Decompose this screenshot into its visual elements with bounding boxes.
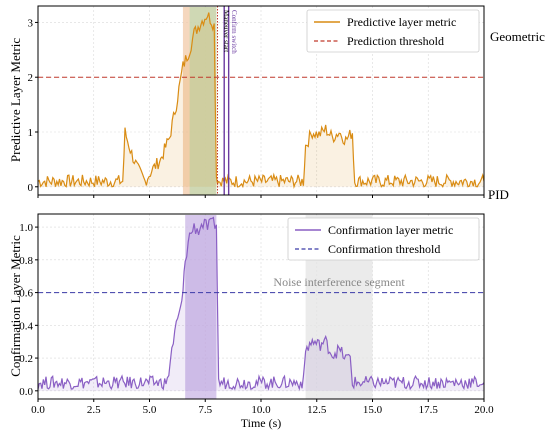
side-label-bottom: PID — [488, 187, 509, 202]
confirmation-legend: Confirmation layer metric Confirmation t… — [287, 217, 480, 261]
y-tick-label-0: 0 — [28, 182, 34, 194]
predictive-series-lines — [37, 12, 485, 189]
confirmation-y-axis-label: Confirmation Layer Metric — [8, 235, 23, 377]
confirmation-x-ticks: 0.0 2.5 5.0 7.5 10.0 12.5 15.0 17.5 20.0 — [31, 399, 494, 416]
x-tick-label-4: 10.0 — [251, 404, 271, 416]
vline-label-maneuver-start: Maneuver start — [222, 10, 230, 52]
x-tick-label-5: 12.5 — [307, 404, 327, 416]
predictive-vertical-lines — [217, 6, 230, 195]
confirmation-x-axis-label: Time (s) — [241, 416, 282, 430]
x-tick-label-0: 0.0 — [31, 404, 45, 416]
confirmation-series-lines — [37, 216, 485, 391]
legend-label-confirmation-metric: Confirmation layer metric — [328, 223, 453, 237]
y-tick-label-3: 3 — [28, 17, 34, 29]
y-tick-label-3: 0.6 — [19, 288, 33, 300]
predictive-legend: Predictive layer metric Prediction thres… — [306, 9, 480, 53]
x-tick-label-6: 15.0 — [363, 404, 383, 416]
x-tick-label-8: 20.0 — [474, 404, 494, 416]
confirmation-legend-box — [287, 217, 480, 261]
predictive-y-axis-label: Predictive Layer Metric — [8, 38, 23, 162]
shaded-region-0 — [185, 215, 217, 399]
legend-label-predictive-metric: Predictive layer metric — [347, 15, 456, 29]
annotation-noise-segment: Noise interference segment — [273, 275, 405, 289]
y-tick-label-5: 1.0 — [19, 222, 33, 234]
confirmation-panel: 0.0 0.2 0.4 0.6 0.8 1.0 0.0 2.5 5.0 7.5 10.0 12.5 1… — [8, 213, 494, 430]
legend-label-confirmation-threshold: Confirmation threshold — [328, 242, 440, 256]
y-tick-label-0: 0.0 — [19, 386, 33, 398]
y-tick-label-4: 0.8 — [19, 255, 33, 267]
y-tick-label-2: 0.4 — [19, 320, 33, 332]
predictive-panel: 0 1 2 3 Predictive Layer Metric Geometric P… — [8, 5, 545, 202]
predictive-x-ticks — [37, 195, 485, 198]
y-tick-label-1: 0.2 — [19, 353, 33, 365]
y-tick-label-2: 2 — [28, 72, 34, 84]
predictive-shaded-regions — [182, 7, 217, 195]
vline-label-confirm-switch: Confirm switch — [230, 10, 238, 54]
x-tick-label-2: 5.0 — [143, 404, 157, 416]
side-label-top: Geometric — [490, 29, 545, 44]
x-tick-label-3: 7.5 — [198, 404, 212, 416]
x-tick-label-7: 17.5 — [419, 404, 439, 416]
legend-label-prediction-threshold: Prediction threshold — [347, 34, 444, 48]
confirmation-y-ticks: 0.0 0.2 0.4 0.6 0.8 1.0 — [19, 222, 38, 398]
shaded-region-1 — [189, 7, 217, 195]
predictive-y-ticks: 0 1 2 3 — [28, 17, 38, 194]
x-tick-label-1: 2.5 — [87, 404, 101, 416]
y-tick-label-1: 1 — [28, 127, 34, 139]
predictive-legend-box — [306, 9, 480, 53]
series-line-0 — [37, 12, 485, 189]
series-line-1 — [37, 216, 485, 391]
